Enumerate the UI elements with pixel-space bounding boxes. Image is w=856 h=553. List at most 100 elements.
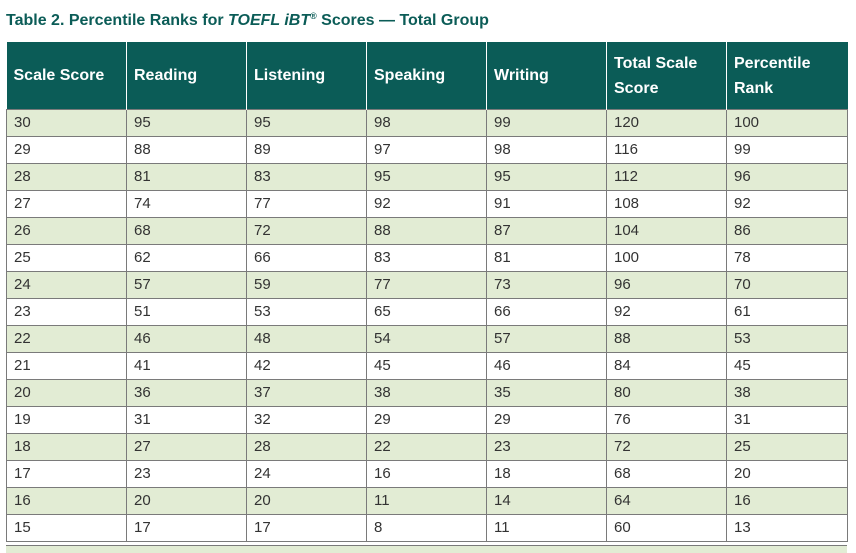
cell-scale-score: 28 [6, 163, 127, 191]
cell-writing: 91 [486, 190, 607, 218]
cell-percentile-rank: 53 [726, 325, 848, 353]
cell-total-scale-score: 84 [606, 352, 727, 380]
cell-speaking: 38 [366, 379, 487, 407]
cell-writing: 66 [486, 298, 607, 326]
cell-percentile-rank: 96 [726, 163, 848, 191]
registered-mark: ® [310, 11, 317, 21]
cell-percentile-rank: 99 [726, 136, 848, 164]
cell-percentile-rank: 100 [726, 109, 848, 137]
cell-writing: 99 [486, 109, 607, 137]
header-reading: Reading [126, 42, 247, 110]
table-body: 30 95 95 98 99 120 100 29 88 89 97 98 116 99 28 81 83 95 9… [6, 109, 848, 542]
cell-reading: 81 [126, 163, 247, 191]
table-title: Table 2. Percentile Ranks for TOEFL iBT®… [6, 4, 489, 29]
cell-writing: 46 [486, 352, 607, 380]
cell-percentile-rank: 86 [726, 217, 848, 245]
cell-scale-score: 30 [6, 109, 127, 137]
cell-reading: 74 [126, 190, 247, 218]
cell-percentile-rank: 31 [726, 406, 848, 434]
cell-listening: 59 [246, 271, 367, 299]
cell-speaking: 83 [366, 244, 487, 272]
cell-scale-score: 19 [6, 406, 127, 434]
table-row: 26 68 72 88 87 104 86 [6, 217, 848, 245]
cell-speaking: 65 [366, 298, 487, 326]
table-row: 15 17 17 8 11 60 13 [6, 514, 848, 542]
table-row: 24 57 59 77 73 96 70 [6, 271, 848, 299]
cell-reading: 46 [126, 325, 247, 353]
cell-reading: 62 [126, 244, 247, 272]
cell-writing: 23 [486, 433, 607, 461]
header-listening: Listening [246, 42, 367, 110]
header-row: Scale Score Reading Listening Speaking W… [6, 42, 848, 110]
cell-total-scale-score: 64 [606, 487, 727, 515]
cell-reading: 17 [126, 514, 247, 542]
cell-total-scale-score: 80 [606, 379, 727, 407]
cell-speaking: 11 [366, 487, 487, 515]
table-row: 22 46 48 54 57 88 53 [6, 325, 848, 353]
table-row: 29 88 89 97 98 116 99 [6, 136, 848, 164]
cell-total-scale-score: 76 [606, 406, 727, 434]
cell-total-scale-score: 100 [606, 244, 727, 272]
percentile-table: Scale Score Reading Listening Speaking W… [6, 42, 848, 542]
header-total-scale-score: Total Scale Score [606, 42, 727, 110]
cell-speaking: 22 [366, 433, 487, 461]
cell-scale-score: 25 [6, 244, 127, 272]
cell-percentile-rank: 45 [726, 352, 848, 380]
cell-writing: 35 [486, 379, 607, 407]
cell-percentile-rank: 78 [726, 244, 848, 272]
cell-reading: 27 [126, 433, 247, 461]
cell-total-scale-score: 116 [606, 136, 727, 164]
cell-percentile-rank: 25 [726, 433, 848, 461]
cell-listening: 42 [246, 352, 367, 380]
cell-speaking: 8 [366, 514, 487, 542]
cell-listening: 53 [246, 298, 367, 326]
cell-reading: 31 [126, 406, 247, 434]
cell-writing: 81 [486, 244, 607, 272]
cell-total-scale-score: 120 [606, 109, 727, 137]
cell-scale-score: 22 [6, 325, 127, 353]
cell-scale-score: 17 [6, 460, 127, 488]
cell-writing: 11 [486, 514, 607, 542]
cell-percentile-rank: 92 [726, 190, 848, 218]
cell-speaking: 16 [366, 460, 487, 488]
cell-reading: 20 [126, 487, 247, 515]
cell-total-scale-score: 72 [606, 433, 727, 461]
cell-scale-score: 15 [6, 514, 127, 542]
cell-writing: 98 [486, 136, 607, 164]
cell-speaking: 77 [366, 271, 487, 299]
cell-total-scale-score: 60 [606, 514, 727, 542]
cell-writing: 29 [486, 406, 607, 434]
cell-scale-score: 16 [6, 487, 127, 515]
cell-scale-score: 21 [6, 352, 127, 380]
header-speaking: Speaking [366, 42, 487, 110]
cell-total-scale-score: 88 [606, 325, 727, 353]
cell-percentile-rank: 20 [726, 460, 848, 488]
table-title-prefix: Table 2. Percentile Ranks for [6, 12, 229, 29]
cell-reading: 36 [126, 379, 247, 407]
cell-speaking: 45 [366, 352, 487, 380]
cell-scale-score: 26 [6, 217, 127, 245]
cell-speaking: 95 [366, 163, 487, 191]
cell-percentile-rank: 70 [726, 271, 848, 299]
cell-reading: 41 [126, 352, 247, 380]
table-row: 17 23 24 16 18 68 20 [6, 460, 848, 488]
cell-total-scale-score: 92 [606, 298, 727, 326]
cell-listening: 32 [246, 406, 367, 434]
cell-reading: 68 [126, 217, 247, 245]
cell-speaking: 88 [366, 217, 487, 245]
cell-listening: 72 [246, 217, 367, 245]
cell-writing: 87 [486, 217, 607, 245]
cell-scale-score: 20 [6, 379, 127, 407]
cell-writing: 14 [486, 487, 607, 515]
cell-listening: 89 [246, 136, 367, 164]
cell-scale-score: 29 [6, 136, 127, 164]
cell-writing: 73 [486, 271, 607, 299]
cell-reading: 95 [126, 109, 247, 137]
cell-listening: 28 [246, 433, 367, 461]
table-row: 18 27 28 22 23 72 25 [6, 433, 848, 461]
cell-reading: 57 [126, 271, 247, 299]
table-row: 28 81 83 95 95 112 96 [6, 163, 848, 191]
table-row: 20 36 37 38 35 80 38 [6, 379, 848, 407]
cell-speaking: 54 [366, 325, 487, 353]
table-continuation-row [6, 545, 847, 553]
